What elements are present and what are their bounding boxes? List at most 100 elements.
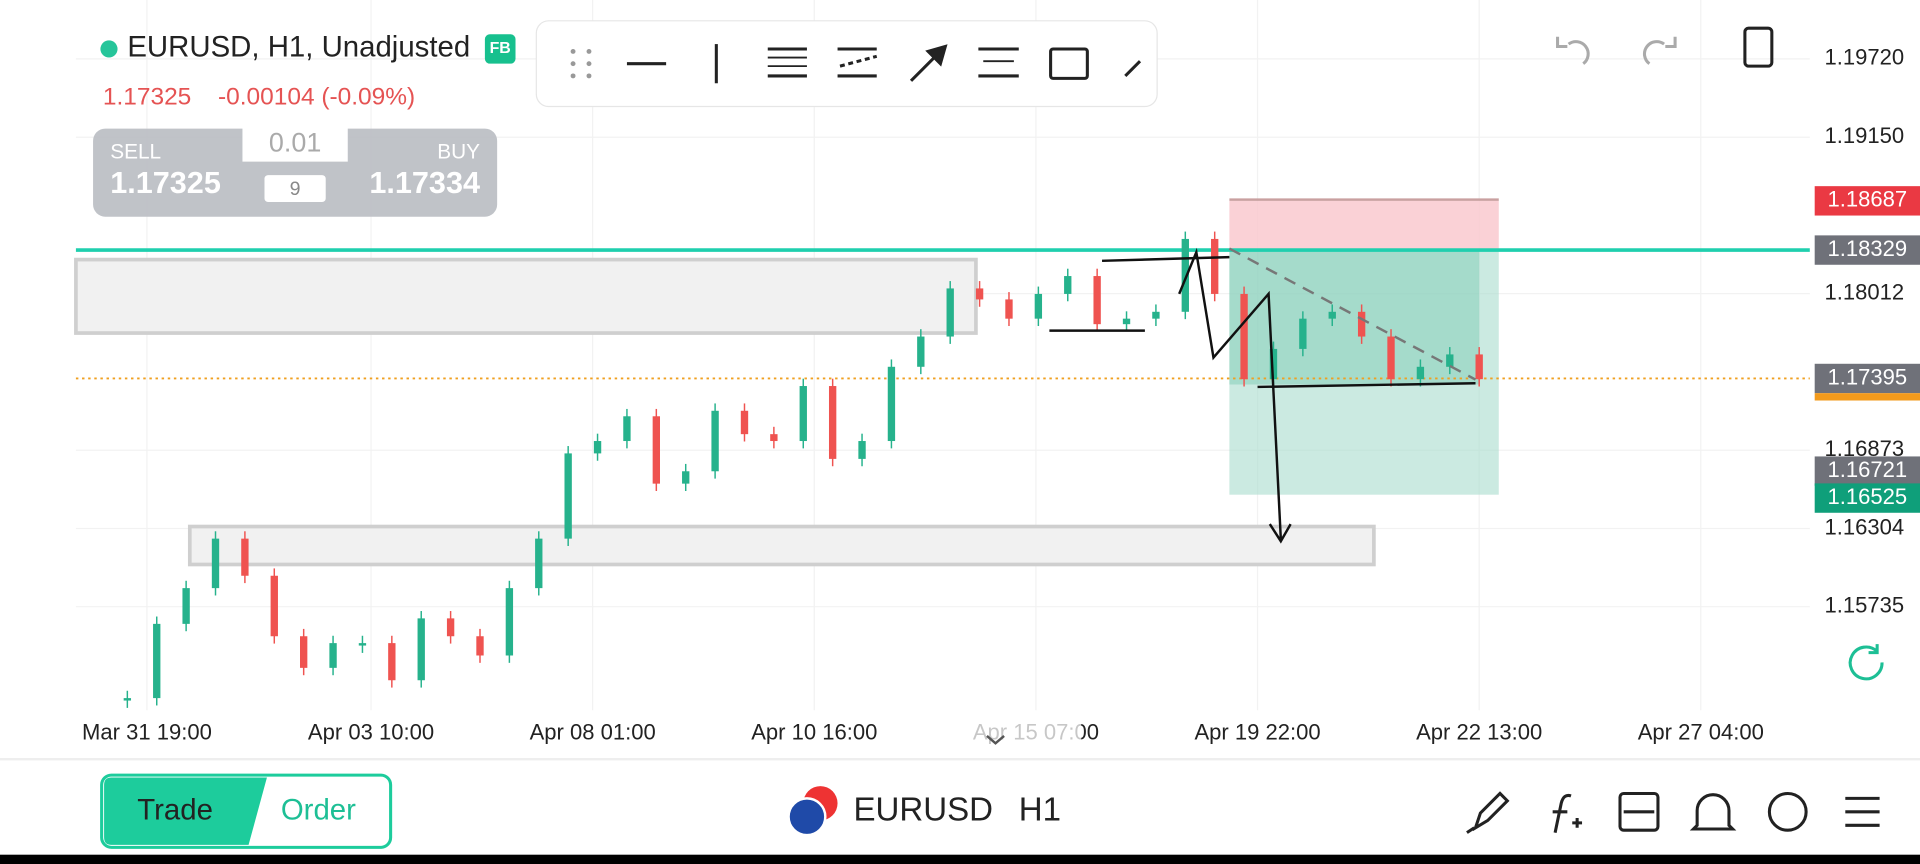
candle [300, 636, 308, 668]
buy-label[interactable]: BUY [437, 141, 480, 164]
menu-icon[interactable] [1845, 796, 1880, 827]
x-tick-label: Mar 31 19:00 [82, 719, 212, 744]
candle [446, 618, 455, 637]
candle [1299, 318, 1307, 349]
symbol-title: EURUSD, H1, Unadjusted [127, 31, 470, 64]
candle [1122, 318, 1131, 325]
candle [711, 410, 719, 472]
badge[interactable] [484, 34, 516, 64]
crosshair-label-overlay [909, 720, 1082, 755]
candle [153, 623, 161, 699]
x-tick-label: Apr 27 04:00 [1638, 719, 1764, 744]
candle [1240, 293, 1248, 380]
status-dot [100, 40, 118, 58]
candle [887, 366, 896, 442]
candle [1181, 238, 1189, 312]
candle [975, 288, 984, 300]
candle [828, 386, 837, 459]
undo[interactable] [1556, 36, 1590, 65]
trade-panel [93, 128, 498, 217]
bottom-symbol[interactable]: EURUSD [853, 792, 993, 829]
candle [476, 636, 484, 656]
y-tick-label: 1.19720 [1824, 45, 1904, 70]
candle [241, 538, 249, 576]
candle [182, 588, 190, 624]
candle [417, 618, 425, 681]
drawing-toolbar [535, 20, 1158, 108]
candle [1387, 336, 1395, 380]
spread: 9 [290, 178, 301, 200]
candle [917, 336, 925, 367]
flag-eu [787, 797, 827, 837]
lot: 0.01 [269, 128, 321, 158]
candle [123, 698, 132, 701]
candle [1475, 354, 1483, 380]
channel-tool[interactable] [767, 47, 807, 78]
x-tick-label: Apr 10 16:00 [751, 719, 877, 744]
candle [1034, 293, 1043, 319]
buy-price[interactable]: 1.17334 [369, 166, 480, 200]
candle [1064, 276, 1072, 294]
x-tick-label: Apr 03 10:00 [308, 719, 434, 744]
parallel-tool[interactable] [837, 47, 878, 78]
spread-box [264, 175, 326, 203]
target-progress [1229, 249, 1480, 385]
y-tick-label: 1.15735 [1824, 593, 1904, 618]
sell-price[interactable]: 1.17325 [110, 166, 221, 200]
arrow-tool[interactable] [909, 44, 948, 82]
candle [1269, 348, 1278, 380]
zone [187, 524, 1376, 567]
price-label: 1.18329 [1828, 236, 1908, 261]
price-label-box [1814, 186, 1920, 216]
draw-icon[interactable] [1466, 791, 1510, 834]
redo[interactable] [1642, 36, 1677, 65]
x-tick-label: Apr 08 01:00 [530, 719, 656, 744]
price-change: -0.00104 (-0.09%) [218, 83, 415, 110]
reset-chart[interactable] [1848, 644, 1884, 681]
candle [1446, 354, 1454, 367]
tab[interactable]: Trade [137, 794, 213, 827]
candle [1211, 238, 1219, 294]
nav-bar [0, 854, 1920, 864]
line-tool[interactable] [1124, 60, 1142, 78]
last-price: 1.17325 [103, 83, 191, 110]
replay-icon[interactable] [1767, 791, 1808, 832]
indicator-icon[interactable] [1552, 793, 1583, 833]
bottom-timeframe[interactable]: H1 [1019, 792, 1061, 829]
y-tick-label: 1.19150 [1824, 123, 1904, 148]
levels [75, 248, 1810, 380]
candle [1005, 299, 1013, 319]
candle [593, 441, 602, 454]
x-tick-label: Apr 22 13:00 [1416, 719, 1542, 744]
price-label: 1.16721 [1828, 457, 1908, 482]
lot-input[interactable] [242, 124, 348, 162]
price-label-box [1814, 456, 1920, 486]
candle [505, 588, 514, 656]
alert-icon[interactable] [1689, 793, 1737, 831]
drag-handle[interactable] [570, 48, 592, 79]
price-label-box [1814, 363, 1920, 394]
candle [564, 453, 572, 539]
x-tick-label: Apr 19 22:00 [1194, 719, 1320, 744]
candle [652, 416, 660, 484]
candle [535, 538, 543, 589]
candle [1416, 366, 1425, 380]
candle [1328, 311, 1336, 319]
sell-label[interactable]: SELL [110, 141, 161, 164]
y-axis: 1.197201.191501.180121.168731.163041.157… [1814, 45, 1920, 618]
template-icon[interactable] [1618, 791, 1660, 832]
fib-tool[interactable] [978, 47, 1019, 78]
tab-active[interactable] [104, 777, 267, 845]
tab[interactable]: Order [281, 794, 356, 827]
candle [270, 575, 278, 637]
orientation[interactable] [1743, 26, 1774, 68]
stop-zone [1229, 200, 1499, 250]
price-label: 1.17395 [1828, 364, 1908, 389]
price-label-box [1814, 235, 1920, 265]
candles [123, 231, 1483, 708]
drawings [1049, 247, 1477, 544]
rect-tool[interactable] [1049, 47, 1089, 80]
collapse-icon[interactable] [986, 734, 1005, 745]
